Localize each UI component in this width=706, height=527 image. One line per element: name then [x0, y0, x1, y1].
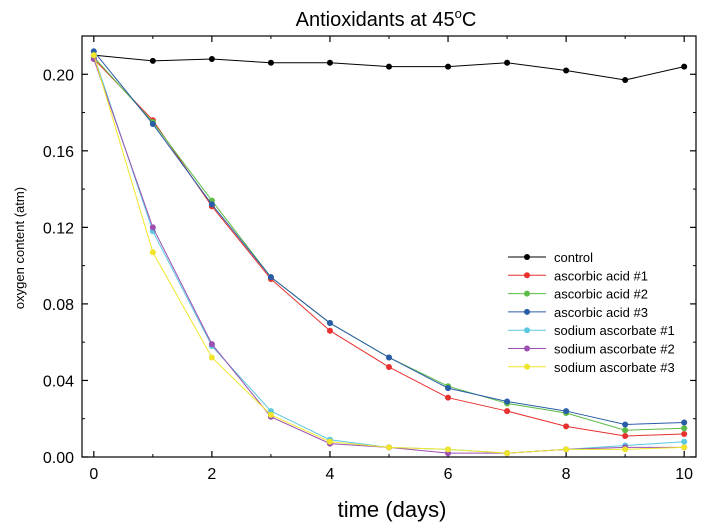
- data-point: [90, 52, 97, 59]
- chart-title-main: Antioxidants at 45: [296, 9, 455, 31]
- data-point: [681, 431, 688, 438]
- legend-item: ascorbic acid #1: [508, 268, 648, 283]
- data-point: [681, 444, 688, 451]
- data-point: [622, 77, 629, 84]
- legend-label: ascorbic acid #1: [554, 268, 648, 283]
- data-point: [267, 274, 274, 281]
- data-point: [326, 438, 333, 445]
- data-point: [445, 63, 452, 70]
- data-point: [149, 57, 156, 64]
- data-point: [208, 354, 215, 361]
- y-tick-label: 0.20: [43, 67, 74, 84]
- chart-title-degree: o: [455, 6, 462, 21]
- legend-label: sodium ascorbate #3: [554, 360, 675, 375]
- y-tick-label: 0.16: [43, 144, 74, 161]
- x-tick-label: 0: [89, 466, 98, 483]
- legend-marker: [524, 363, 530, 370]
- data-point: [622, 421, 629, 428]
- data-point: [504, 59, 511, 66]
- plot-frame: [81, 35, 697, 458]
- chart-title-unit: C: [462, 9, 476, 31]
- x-tick-label: 4: [326, 466, 335, 483]
- legend-item: sodium ascorbate #3: [508, 360, 675, 375]
- data-point: [445, 385, 452, 392]
- legend-marker: [524, 327, 530, 334]
- data-point: [445, 446, 452, 453]
- legend: control ascorbic acid #1 ascorbic acid #2 a…: [508, 250, 675, 375]
- legend-item: sodium ascorbate #1: [508, 323, 675, 338]
- data-point: [622, 432, 629, 439]
- legend-label: sodium ascorbate #2: [554, 342, 675, 357]
- data-point: [681, 63, 688, 70]
- data-point: [622, 427, 629, 434]
- data-point: [386, 364, 392, 371]
- data-point: [208, 341, 215, 348]
- data-point: [504, 408, 511, 415]
- series-control: [90, 52, 688, 84]
- legend-marker: [524, 308, 530, 315]
- data-point: [563, 423, 570, 430]
- data-point: [208, 201, 215, 208]
- data-point: [563, 67, 570, 74]
- legend-marker: [524, 290, 530, 297]
- data-point: [149, 121, 156, 128]
- data-point: [504, 450, 511, 457]
- data-point: [267, 59, 274, 66]
- chart-title: Antioxidants at 45oC: [296, 6, 477, 31]
- data-point: [267, 411, 274, 418]
- y-tick-label: 0.12: [43, 220, 74, 237]
- x-tick-label: 6: [444, 466, 453, 483]
- data-point: [208, 55, 215, 62]
- legend-item: sodium ascorbate #2: [508, 342, 675, 357]
- data-point: [563, 408, 570, 415]
- legend-item: ascorbic acid #2: [508, 287, 648, 302]
- y-tick-label: 0.08: [43, 297, 74, 314]
- series-ascorbic-acid-3: [90, 48, 688, 428]
- data-point: [386, 354, 392, 361]
- data-point: [681, 425, 688, 432]
- data-point: [386, 63, 392, 70]
- series-layer: [90, 48, 688, 457]
- data-point: [563, 446, 570, 453]
- x-axis-label: time (days): [338, 497, 447, 522]
- legend-label: ascorbic acid #2: [554, 287, 648, 302]
- legend-marker: [524, 345, 530, 352]
- y-tick-label: 0.00: [43, 450, 74, 467]
- legend-label: control: [554, 250, 593, 265]
- legend-label: sodium ascorbate #1: [554, 323, 675, 338]
- legend-marker: [524, 272, 530, 279]
- series-sodium-ascorbate-3: [90, 52, 688, 457]
- data-point: [149, 249, 156, 256]
- x-axis-ticks: 0 2 4 6 8 10: [89, 36, 693, 483]
- data-point: [326, 320, 333, 327]
- legend-item: control: [508, 250, 593, 265]
- data-point: [681, 438, 688, 445]
- x-tick-label: 2: [207, 466, 216, 483]
- data-point: [504, 398, 511, 405]
- y-axis-label: oxygen content (atm): [12, 187, 27, 309]
- data-point: [622, 446, 629, 453]
- data-point: [681, 419, 688, 426]
- data-point: [445, 394, 452, 401]
- data-point: [326, 327, 333, 334]
- x-tick-label: 8: [562, 466, 571, 483]
- y-axis-ticks: 0.00 0.04 0.08 0.12 0.16 0.20: [43, 67, 696, 467]
- y-tick-label: 0.04: [43, 373, 74, 390]
- x-tick-label: 10: [675, 466, 693, 483]
- data-point: [326, 59, 333, 66]
- data-point: [386, 444, 392, 451]
- legend-marker: [524, 254, 530, 260]
- legend-item: ascorbic acid #3: [508, 305, 648, 320]
- data-point: [149, 224, 156, 231]
- legend-label: ascorbic acid #3: [554, 305, 648, 320]
